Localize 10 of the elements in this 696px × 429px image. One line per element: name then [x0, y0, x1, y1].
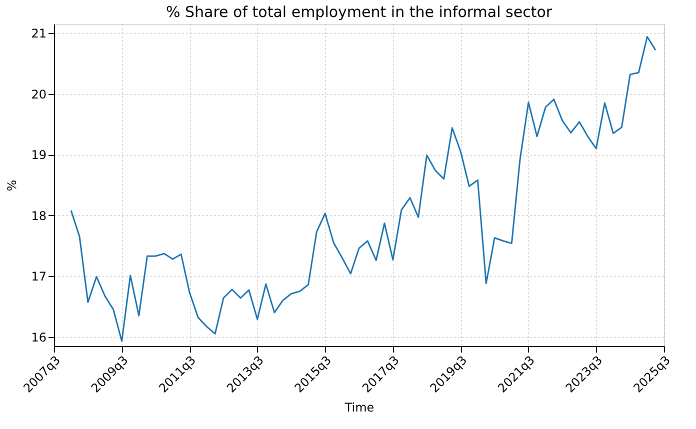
y-tick-label: 20 — [31, 87, 46, 102]
y-axis-title: % — [5, 180, 20, 192]
y-tick-label: 21 — [31, 26, 46, 41]
y-tick-label: 18 — [31, 208, 46, 223]
y-tick-label: 17 — [31, 270, 46, 284]
y-tick-label: 16 — [31, 330, 46, 344]
x-axis-title: Time — [344, 400, 374, 415]
line-series — [70, 36, 656, 342]
chart-title: % Share of total employment in the informal sector — [166, 3, 553, 21]
y-tick-label: 19 — [31, 148, 46, 162]
